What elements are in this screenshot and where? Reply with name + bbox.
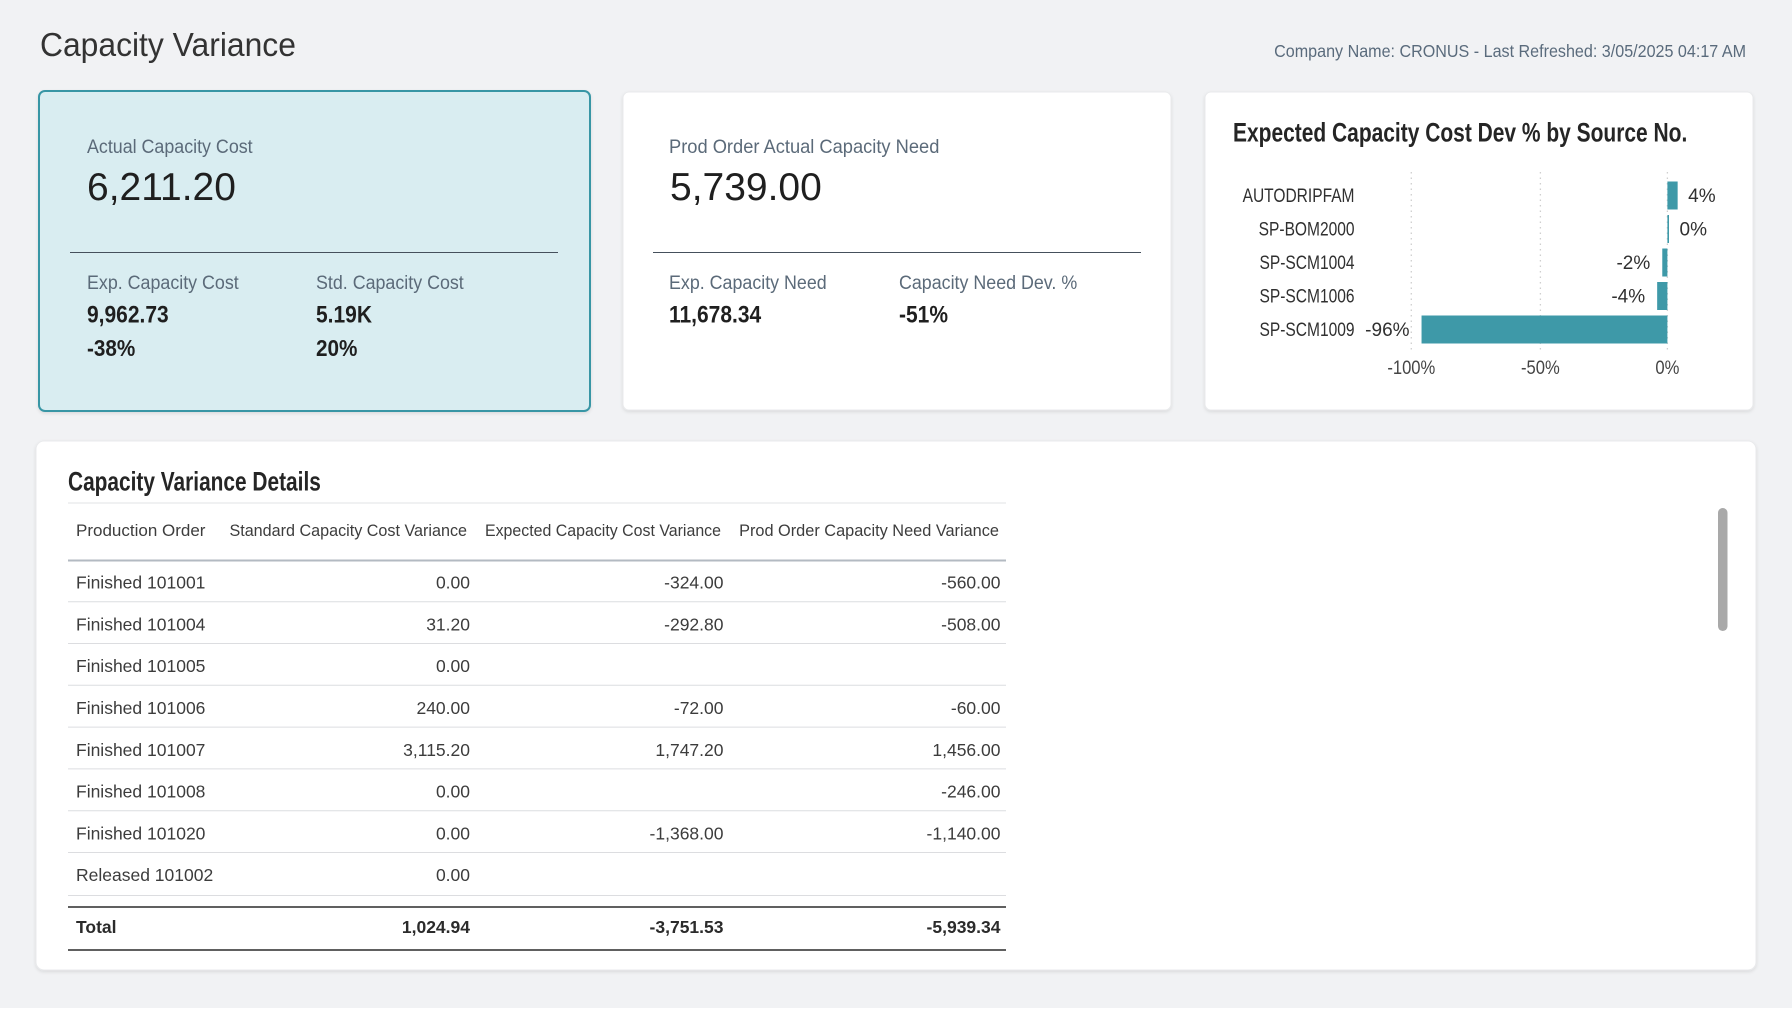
svg-text:3,115.20: 3,115.20 [403, 740, 470, 760]
svg-text:Capacity Variance Details: Capacity Variance Details [68, 467, 321, 497]
svg-text:-3,751.53: -3,751.53 [650, 917, 724, 937]
svg-text:Exp. Capacity Need: Exp. Capacity Need [669, 271, 827, 293]
svg-text:SP-SCM1006: SP-SCM1006 [1260, 285, 1355, 307]
svg-text:-5,939.34: -5,939.34 [927, 917, 1001, 937]
svg-text:-51%: -51% [899, 301, 948, 328]
svg-text:Std. Capacity Cost: Std. Capacity Cost [316, 271, 464, 293]
svg-text:Expected Capacity Cost Varianc: Expected Capacity Cost Variance [485, 522, 721, 541]
svg-text:Released 101002: Released 101002 [76, 865, 213, 885]
svg-text:Standard Capacity Cost Varianc: Standard Capacity Cost Variance [229, 521, 467, 540]
svg-text:Finished 101007: Finished 101007 [76, 740, 205, 760]
svg-text:Prod Order Capacity Need Varia: Prod Order Capacity Need Variance [739, 521, 999, 540]
svg-text:11,678.34: 11,678.34 [669, 301, 762, 328]
svg-text:-1,140.00: -1,140.00 [927, 823, 1001, 843]
svg-text:0.00: 0.00 [436, 782, 470, 802]
svg-text:-324.00: -324.00 [664, 573, 724, 593]
svg-text:1,456.00: 1,456.00 [932, 740, 1000, 760]
svg-text:4%: 4% [1688, 186, 1716, 207]
svg-text:1,747.20: 1,747.20 [655, 740, 723, 760]
svg-text:20%: 20% [316, 335, 357, 361]
svg-text:31.20: 31.20 [426, 614, 470, 634]
svg-text:Total: Total [76, 917, 117, 937]
svg-text:Prod Order Actual Capacity Nee: Prod Order Actual Capacity Need [669, 136, 939, 157]
svg-text:9,962.73: 9,962.73 [87, 301, 169, 328]
svg-text:-38%: -38% [87, 335, 135, 361]
svg-text:Production Order: Production Order [76, 521, 206, 540]
svg-text:Finished 101006: Finished 101006 [76, 698, 205, 718]
svg-text:SP-SCM1004: SP-SCM1004 [1260, 252, 1355, 274]
svg-text:240.00: 240.00 [416, 698, 470, 718]
svg-text:-50%: -50% [1521, 357, 1560, 378]
svg-text:-4%: -4% [1611, 287, 1645, 308]
svg-text:6,211.20: 6,211.20 [87, 166, 236, 209]
svg-text:-96%: -96% [1365, 320, 1409, 341]
svg-text:-508.00: -508.00 [941, 614, 1001, 634]
svg-text:Expected Capacity Cost Dev % b: Expected Capacity Cost Dev % by Source N… [1233, 118, 1687, 148]
svg-text:Capacity Need Dev. %: Capacity Need Dev. % [899, 271, 1077, 293]
svg-text:AUTODRIPFAM: AUTODRIPFAM [1243, 185, 1355, 207]
svg-text:Exp. Capacity Cost: Exp. Capacity Cost [87, 271, 239, 293]
svg-text:5.19K: 5.19K [316, 301, 373, 328]
svg-text:-72.00: -72.00 [674, 698, 724, 718]
svg-text:-292.80: -292.80 [664, 614, 724, 634]
svg-text:-100%: -100% [1387, 357, 1435, 378]
svg-text:Company Name: CRONUS - Last Re: Company Name: CRONUS - Last Refreshed: 3… [1274, 41, 1746, 61]
svg-text:0%: 0% [1655, 357, 1679, 378]
svg-text:0.00: 0.00 [436, 573, 470, 593]
svg-text:-2%: -2% [1616, 253, 1650, 274]
svg-text:Capacity Variance: Capacity Variance [40, 26, 296, 63]
svg-text:-1,368.00: -1,368.00 [650, 823, 724, 843]
svg-text:Finished 101020: Finished 101020 [76, 823, 206, 843]
svg-text:SP-BOM2000: SP-BOM2000 [1259, 218, 1355, 240]
svg-text:0.00: 0.00 [436, 865, 470, 885]
svg-text:1,024.94: 1,024.94 [402, 917, 470, 937]
svg-text:Finished 101004: Finished 101004 [76, 614, 206, 634]
svg-text:SP-SCM1009: SP-SCM1009 [1260, 319, 1355, 341]
svg-text:Actual Capacity Cost: Actual Capacity Cost [87, 135, 253, 157]
svg-text:Finished 101005: Finished 101005 [76, 656, 205, 676]
svg-text:Finished 101001: Finished 101001 [76, 573, 205, 593]
svg-text:0.00: 0.00 [436, 823, 470, 843]
svg-text:5,739.00: 5,739.00 [670, 166, 822, 209]
svg-text:-246.00: -246.00 [941, 782, 1001, 802]
svg-text:Finished 101008: Finished 101008 [76, 782, 205, 802]
svg-text:-560.00: -560.00 [941, 573, 1001, 593]
svg-text:0%: 0% [1680, 220, 1708, 241]
svg-text:0.00: 0.00 [436, 656, 470, 676]
svg-text:-60.00: -60.00 [951, 698, 1001, 718]
